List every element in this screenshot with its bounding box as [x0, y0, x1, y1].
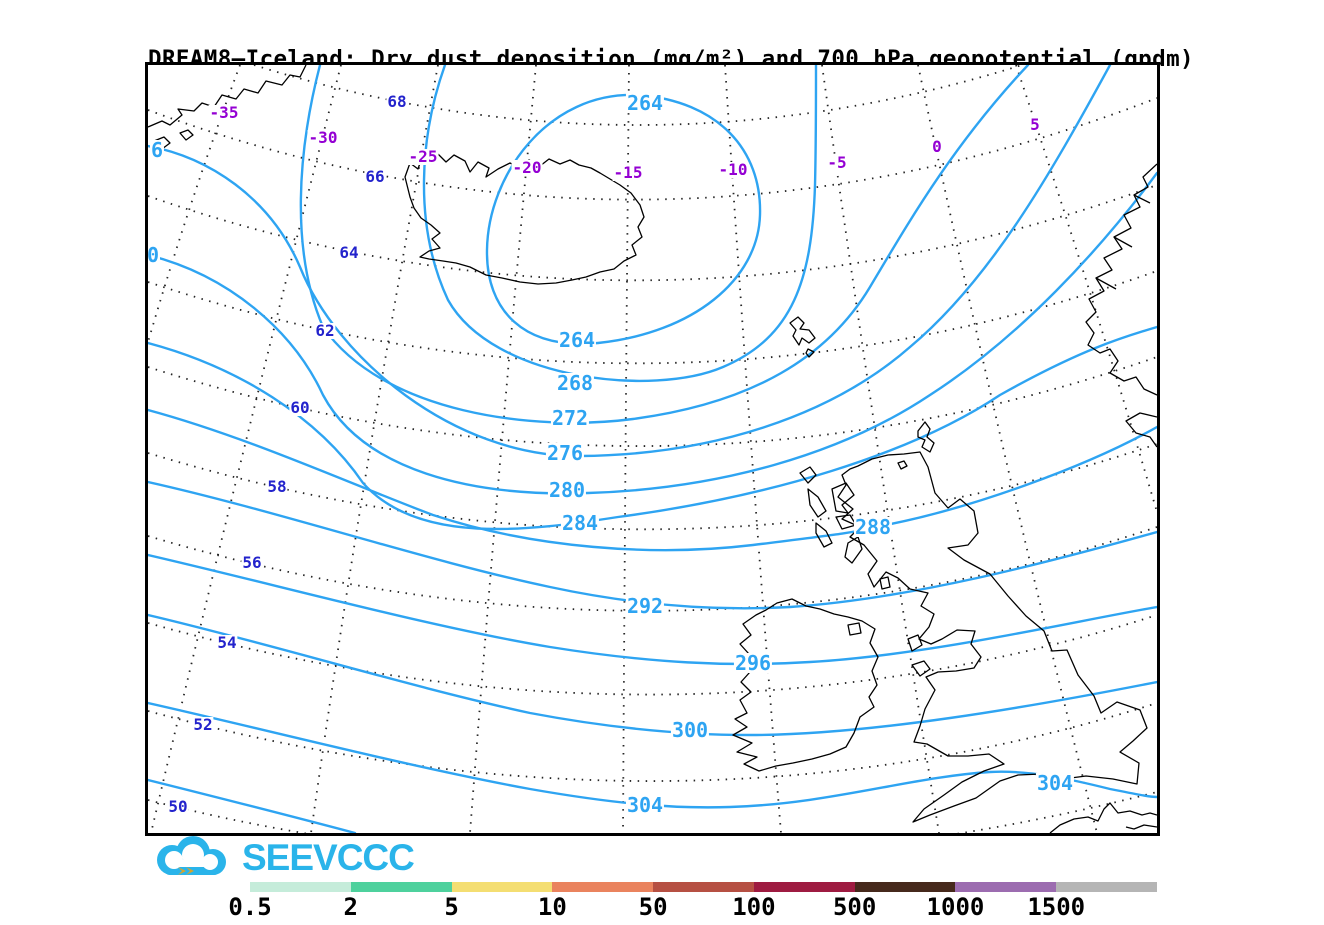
- coast-greenland: [148, 65, 307, 128]
- deposition-colorbar-ticks: 0.5 2 5 10 50 100 500 1000 1500: [228, 893, 1157, 921]
- contour-label: 300: [670, 718, 710, 742]
- latitude-label: 54: [216, 633, 238, 652]
- contour-unlabeled-sw: [148, 778, 357, 833]
- contour-272: [299, 65, 1030, 424]
- colorbar-segment: [552, 882, 654, 892]
- colorbar-segment: [250, 882, 351, 892]
- latitude-label: 50: [167, 797, 189, 816]
- coast-skye: [831, 482, 855, 514]
- contour-map-canvas: [148, 65, 1157, 833]
- coast-lough-neagh: [847, 622, 862, 636]
- longitude-label: 0: [931, 137, 943, 156]
- colorbar-tick: 50: [638, 893, 668, 921]
- latitude-label: 64: [338, 243, 360, 262]
- colorbar-segment: [451, 882, 553, 892]
- latitude-label: 60: [289, 398, 311, 417]
- coast-norway-south: [1125, 412, 1157, 448]
- latitude-label: 66: [364, 167, 386, 186]
- contour-label: 288: [853, 515, 893, 539]
- contour-288: [148, 408, 1157, 552]
- seevccc-cloud-icon: [157, 836, 226, 875]
- geopotential-contours: [148, 65, 1157, 833]
- map-plot-area: 264 264 268 272 276 280 284 288 292 296 300 304 304 6…: [145, 62, 1160, 836]
- longitude-label: -35: [208, 103, 240, 122]
- contour-label: 304: [625, 793, 665, 817]
- colorbar-segment: [753, 882, 855, 892]
- colorbar-tick: 1000: [926, 893, 985, 921]
- contour-label: 264: [557, 328, 597, 352]
- latitude-label: 62: [314, 321, 336, 340]
- latitude-label: 68: [386, 92, 408, 111]
- logo: SEEVCCC: [148, 836, 415, 884]
- colorbar-tick: 0.5: [228, 893, 272, 921]
- logo-text: SEEVCCC: [242, 837, 415, 878]
- colorbar-segment: [854, 882, 956, 892]
- contour-268: [422, 65, 818, 383]
- longitude-label: -30: [307, 128, 339, 147]
- coast-anglesey: [911, 660, 931, 677]
- longitude-label: -10: [717, 160, 749, 179]
- latitude-label: 56: [241, 553, 263, 572]
- contour-300: [148, 613, 1157, 737]
- colorbar-segment: [350, 882, 452, 892]
- contour-label: 272: [550, 406, 590, 430]
- coast-great-britain: [837, 451, 1148, 823]
- coast-arran: [879, 576, 891, 590]
- colorbar-segment: [653, 882, 754, 892]
- latitude-label: 52: [192, 715, 214, 734]
- coast-iceland: [404, 153, 645, 285]
- coast-ireland: [732, 598, 879, 772]
- longitude-label: -25: [407, 147, 439, 166]
- colorbar-tick: 10: [537, 893, 567, 921]
- colorbar-segment: [1056, 882, 1157, 892]
- colorbar-tick: 1500: [1027, 893, 1086, 921]
- coast-shetland: [897, 421, 935, 470]
- coast-faroe-islands: [789, 316, 816, 358]
- contour-296: [148, 553, 1157, 666]
- longitude-label: -20: [511, 158, 543, 177]
- contour-label-clipped: 0: [146, 243, 161, 267]
- contour-label: 280: [547, 478, 587, 502]
- latitude-label: 58: [266, 477, 288, 496]
- deposition-colorbar: [250, 882, 1157, 892]
- longitude-gridlines: [148, 65, 1157, 833]
- contour-284: [148, 325, 1157, 531]
- coast-france: [1049, 802, 1157, 833]
- colorbar-segment: [955, 882, 1057, 892]
- contour-label: 264: [625, 91, 665, 115]
- coast-islay: [844, 536, 863, 564]
- contour-label: 268: [555, 371, 595, 395]
- coastlines: [148, 65, 1157, 833]
- contour-292: [148, 480, 1157, 610]
- contour-label: 276: [545, 441, 585, 465]
- contour-264: [485, 93, 762, 345]
- contour-label-clipped: 6: [149, 138, 165, 162]
- colorbar-tick: 5: [444, 893, 459, 921]
- contour-label: 296: [733, 651, 773, 675]
- longitude-label: 5: [1029, 115, 1041, 134]
- colorbar-tick: 2: [343, 893, 358, 921]
- colorbar-tick: 500: [832, 893, 877, 921]
- contour-label: 284: [560, 511, 600, 535]
- coast-norway-fjords: [1095, 194, 1151, 290]
- coast-norway: [1085, 163, 1157, 396]
- contour-304: [148, 701, 1157, 809]
- longitude-label: -5: [826, 153, 848, 172]
- contour-label: 292: [625, 594, 665, 618]
- colorbar-tick: 100: [732, 893, 776, 921]
- contour-label: 304: [1035, 771, 1075, 795]
- coast-hebrides: [799, 466, 833, 548]
- longitude-label: -15: [612, 163, 644, 182]
- latitude-gridlines: [148, 65, 1157, 833]
- contour-280: [148, 171, 1157, 495]
- coast-isle-of-man: [907, 634, 923, 652]
- contour-276: [148, 65, 1112, 458]
